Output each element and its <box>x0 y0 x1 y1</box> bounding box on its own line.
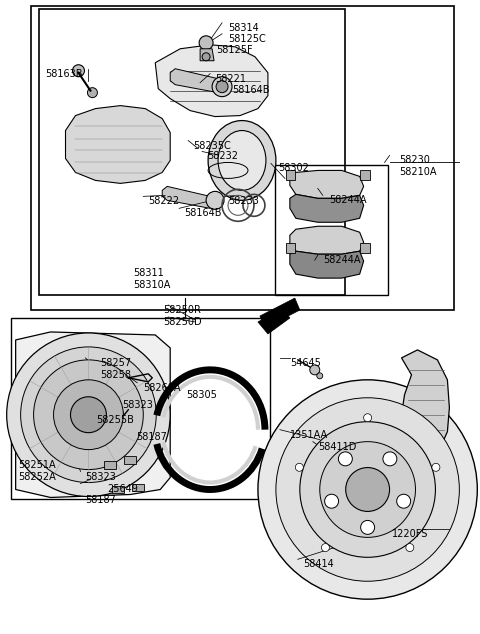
Text: 58164B: 58164B <box>184 209 222 218</box>
Text: 58252A: 58252A <box>19 472 56 482</box>
Text: 58268A: 58268A <box>144 383 181 393</box>
Circle shape <box>54 380 123 450</box>
Circle shape <box>338 452 352 466</box>
Text: 58305: 58305 <box>186 390 217 400</box>
Text: 58222: 58222 <box>148 197 180 206</box>
Text: 58233: 58233 <box>228 197 259 206</box>
Text: 58210A: 58210A <box>399 167 437 178</box>
Circle shape <box>276 398 459 581</box>
Polygon shape <box>290 226 364 254</box>
Text: 58411D: 58411D <box>318 442 356 451</box>
Circle shape <box>432 463 440 471</box>
Circle shape <box>346 467 390 512</box>
Polygon shape <box>162 186 215 209</box>
Text: 58164B: 58164B <box>232 85 270 94</box>
Circle shape <box>34 360 144 470</box>
Text: 58187: 58187 <box>85 496 116 505</box>
Circle shape <box>202 53 210 61</box>
Polygon shape <box>360 243 370 253</box>
Circle shape <box>87 87 97 98</box>
Polygon shape <box>124 456 136 463</box>
Polygon shape <box>290 251 364 278</box>
Text: 58221: 58221 <box>215 74 246 84</box>
Text: 58250D: 58250D <box>163 317 202 327</box>
Circle shape <box>322 543 329 552</box>
Text: 58250R: 58250R <box>163 305 201 315</box>
Circle shape <box>206 191 224 209</box>
Text: 58310A: 58310A <box>133 280 171 290</box>
Circle shape <box>199 36 213 50</box>
Polygon shape <box>286 243 295 253</box>
Circle shape <box>406 543 414 552</box>
Text: 58125F: 58125F <box>216 45 252 55</box>
Text: 1220FS: 1220FS <box>392 529 428 540</box>
Polygon shape <box>290 195 364 223</box>
Circle shape <box>364 414 372 422</box>
Text: 58244A: 58244A <box>323 255 360 265</box>
Bar <box>31 6 455 310</box>
Circle shape <box>21 347 156 482</box>
Circle shape <box>360 521 374 534</box>
Text: 58314: 58314 <box>228 23 259 33</box>
Circle shape <box>72 65 84 77</box>
Circle shape <box>310 365 320 375</box>
Ellipse shape <box>208 120 276 200</box>
Circle shape <box>212 77 232 96</box>
Text: 58251A: 58251A <box>19 460 56 470</box>
Circle shape <box>320 442 416 538</box>
Text: 58235C: 58235C <box>193 141 231 150</box>
Text: 58244A: 58244A <box>329 195 366 205</box>
Polygon shape <box>402 350 449 456</box>
Polygon shape <box>258 308 290 334</box>
Circle shape <box>324 495 338 508</box>
Text: 58302: 58302 <box>278 164 309 174</box>
Circle shape <box>216 81 228 93</box>
Polygon shape <box>155 45 268 117</box>
Bar <box>275 165 387 295</box>
Polygon shape <box>112 486 124 493</box>
Text: 58323: 58323 <box>85 472 116 482</box>
Polygon shape <box>200 49 214 61</box>
Polygon shape <box>290 171 364 198</box>
Text: 54645: 54645 <box>290 358 321 368</box>
Polygon shape <box>260 298 300 328</box>
Ellipse shape <box>218 131 266 190</box>
Text: 58258: 58258 <box>100 370 132 380</box>
Polygon shape <box>16 332 170 498</box>
Text: 58125C: 58125C <box>228 34 266 44</box>
Bar <box>38 9 345 295</box>
Circle shape <box>258 380 477 599</box>
Circle shape <box>7 333 170 496</box>
Circle shape <box>383 452 397 466</box>
Polygon shape <box>104 460 116 469</box>
Polygon shape <box>360 171 370 181</box>
Polygon shape <box>132 484 144 491</box>
Polygon shape <box>65 106 170 183</box>
Text: 58163B: 58163B <box>46 68 83 79</box>
Circle shape <box>300 422 435 557</box>
Circle shape <box>317 373 323 379</box>
Text: 25649: 25649 <box>108 484 138 493</box>
Text: 1351AA: 1351AA <box>290 430 328 439</box>
Text: 58230: 58230 <box>399 155 431 165</box>
Text: 58187: 58187 <box>136 432 167 442</box>
Circle shape <box>295 463 303 471</box>
Bar <box>11 318 270 500</box>
Text: 58414: 58414 <box>303 559 334 569</box>
Polygon shape <box>170 68 222 93</box>
Text: 58232: 58232 <box>207 152 238 162</box>
Polygon shape <box>286 171 295 181</box>
Text: 58257: 58257 <box>100 358 132 368</box>
Circle shape <box>71 397 107 432</box>
Text: 58323: 58323 <box>122 400 153 410</box>
Circle shape <box>396 495 411 508</box>
Text: 58311: 58311 <box>133 268 164 278</box>
Text: 58255B: 58255B <box>96 415 134 425</box>
